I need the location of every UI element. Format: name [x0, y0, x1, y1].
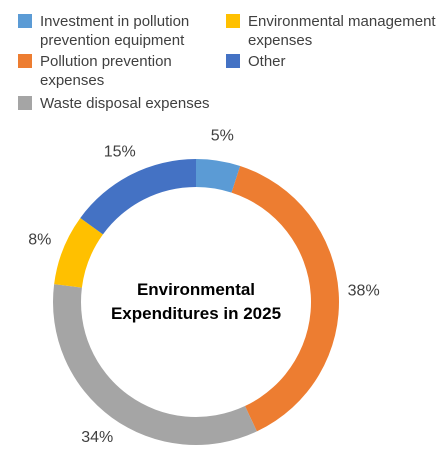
legend-swatch	[18, 54, 32, 68]
legend-item: Waste disposal expenses	[18, 94, 232, 113]
data-label: 38%	[348, 283, 380, 300]
legend-label: Other	[248, 53, 286, 70]
legend-swatch	[226, 54, 240, 68]
legend-item: Investment in pollution prevention equip…	[18, 12, 232, 50]
data-label: 5%	[211, 127, 234, 144]
donut-segment	[231, 165, 340, 432]
legend-swatch	[226, 14, 240, 28]
legend-label: Investment in pollution prevention equip…	[40, 13, 190, 49]
data-label: 34%	[81, 429, 113, 446]
donut-segment	[80, 159, 196, 235]
data-label: 8%	[28, 231, 51, 248]
donut-segment	[54, 217, 103, 288]
legend-label: Environmental management expenses	[248, 13, 436, 49]
donut-segment	[196, 159, 241, 193]
legend-label: Pollution prevention expenses	[40, 53, 172, 89]
legend-item: Pollution prevention expenses	[18, 52, 232, 90]
data-label: 15%	[104, 144, 136, 161]
legend-swatch	[18, 96, 32, 110]
chart-title: Environmental Expenditures in 2025	[110, 280, 282, 323]
legend-item: Other	[226, 52, 440, 71]
legend-swatch	[18, 14, 32, 28]
legend-item: Environmental management expenses	[226, 12, 440, 50]
donut-segment	[53, 284, 257, 445]
legend-label: Waste disposal expenses	[40, 95, 210, 112]
